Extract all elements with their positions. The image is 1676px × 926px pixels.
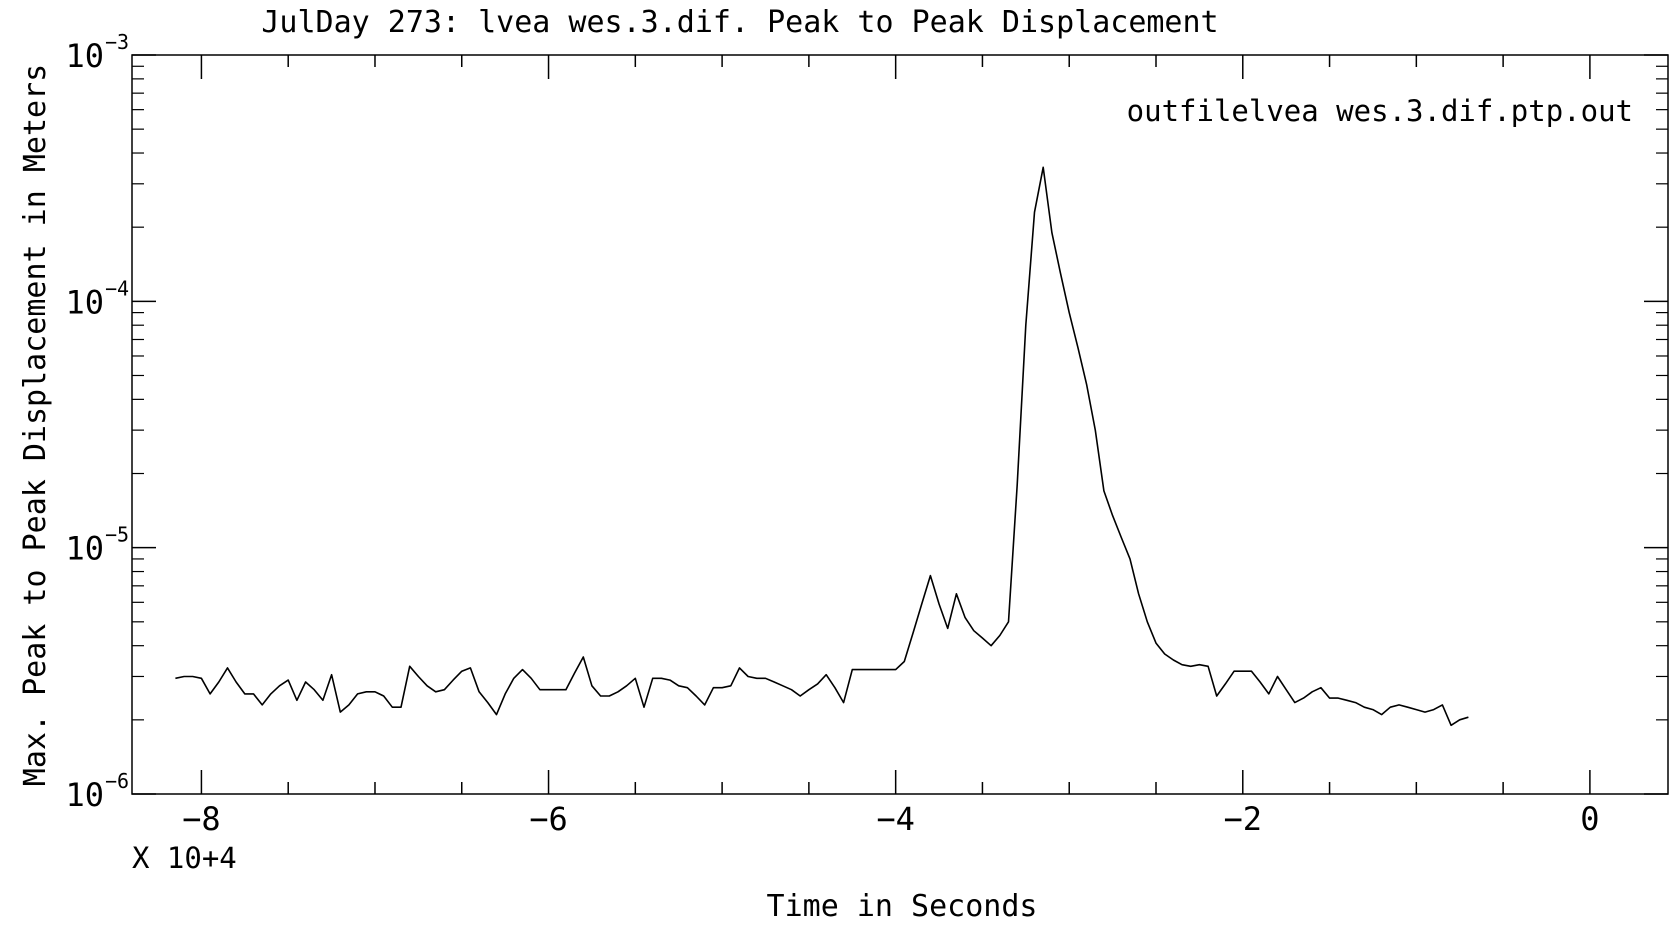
y-tick-label-exponent: −3 (105, 30, 129, 54)
y-axis-label: Max. Peak to Peak Displacement in Meters (18, 64, 53, 786)
axis-ticks (132, 54, 1668, 795)
y-tick-label-exponent: −5 (105, 523, 129, 547)
y-tick-label-base: 10 (65, 283, 104, 321)
y-tick-label-base: 10 (65, 37, 104, 75)
x-tick-label: −4 (876, 800, 915, 838)
series-line (175, 166, 1469, 727)
x-tick-label: −6 (529, 800, 568, 838)
file-annotation: outfilelvea wes.3.dif.ptp.out (1127, 94, 1633, 128)
x-tick-label: −8 (182, 800, 221, 838)
y-tick-label-exponent: −4 (105, 276, 129, 300)
x-tick-label: 0 (1580, 800, 1599, 838)
chart-title: JulDay 273: lvea wes.3.dif. Peak to Peak… (261, 5, 1218, 40)
tick-labels: −8 −6 −4 −2 010−610−510−410−3 (65, 30, 1599, 838)
x-tick-label: −2 (1224, 800, 1263, 838)
y-tick-label-exponent: −6 (105, 769, 129, 793)
x-axis-multiplier: X 10+4 (132, 841, 237, 875)
x-axis-label: Time in Seconds (767, 889, 1038, 924)
axes (131, 54, 1669, 795)
plot-frame (131, 54, 1669, 795)
y-tick-label-base: 10 (65, 776, 104, 814)
data-series (175, 166, 1469, 727)
y-tick-label-base: 10 (65, 530, 104, 568)
